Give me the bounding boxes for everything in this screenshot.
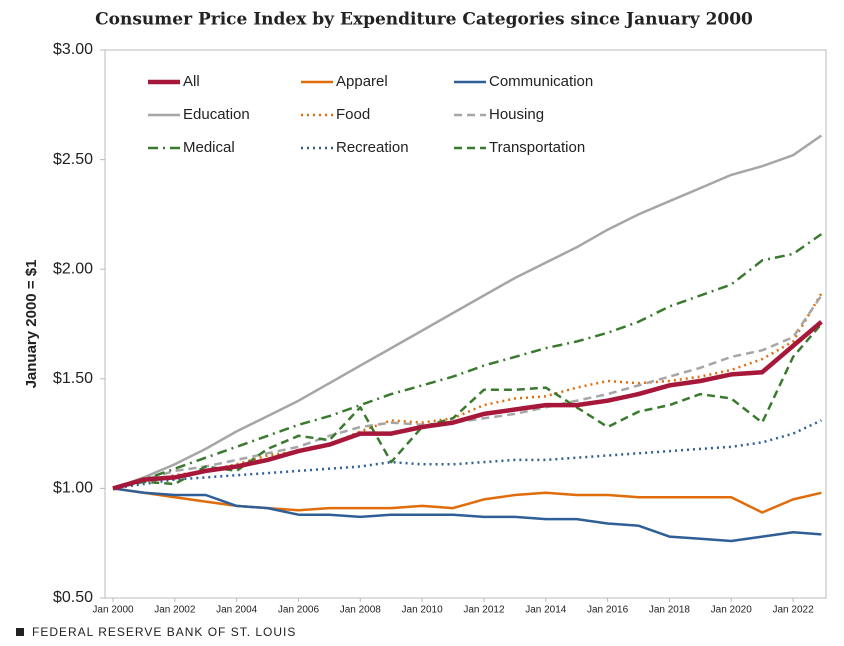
series-line	[112, 294, 823, 490]
x-tick-label: Jan 2018	[649, 605, 691, 616]
x-tick-label: Jan 2014	[525, 605, 567, 616]
y-tick-label: $1.00	[53, 480, 93, 497]
series-line	[112, 323, 823, 490]
legend-label: Housing	[489, 106, 544, 123]
legend-label: Communication	[489, 73, 593, 90]
series-line	[112, 419, 822, 490]
legend-label: Transportation	[489, 139, 585, 156]
series-line	[112, 233, 823, 490]
legend-label: Medical	[183, 139, 235, 156]
y-axis-label: January 2000 = $1	[23, 260, 40, 389]
x-tick-label: Jan 2004	[216, 605, 258, 616]
x-tick-label: Jan 2020	[711, 605, 753, 616]
chart-title: Consumer Price Index by Expenditure Cate…	[95, 10, 753, 30]
legend-label: Education	[183, 106, 250, 123]
x-tick-label: Jan 2022	[772, 605, 814, 616]
y-tick-label: $0.50	[53, 589, 93, 606]
x-tick-label: Jan 2008	[340, 605, 382, 616]
y-tick-label: $1.50	[53, 370, 93, 387]
legend-label: Apparel	[336, 73, 388, 90]
source: FEDERAL RESERVE BANK OF ST. LOUIS	[32, 625, 296, 639]
x-tick-label: Jan 2006	[278, 605, 320, 616]
y-tick-label: $2.50	[53, 151, 93, 168]
x-tick-label: Jan 2010	[402, 605, 444, 616]
legend-label: Food	[336, 106, 370, 123]
plot-area	[104, 49, 827, 599]
x-tick-label: Jan 2000	[92, 605, 134, 616]
x-tick-label: Jan 2016	[587, 605, 629, 616]
series-line	[112, 320, 823, 491]
series-line	[112, 487, 822, 543]
series-line	[112, 134, 823, 490]
y-tick-label: $2.00	[53, 260, 93, 277]
source-icon	[16, 628, 24, 636]
x-tick-label: Jan 2002	[154, 605, 196, 616]
x-tick-label: Jan 2012	[463, 605, 505, 616]
series-line	[112, 292, 823, 490]
legend-label: Recreation	[336, 139, 409, 156]
legend-label: All	[183, 73, 200, 90]
y-tick-label: $3.00	[53, 41, 93, 58]
